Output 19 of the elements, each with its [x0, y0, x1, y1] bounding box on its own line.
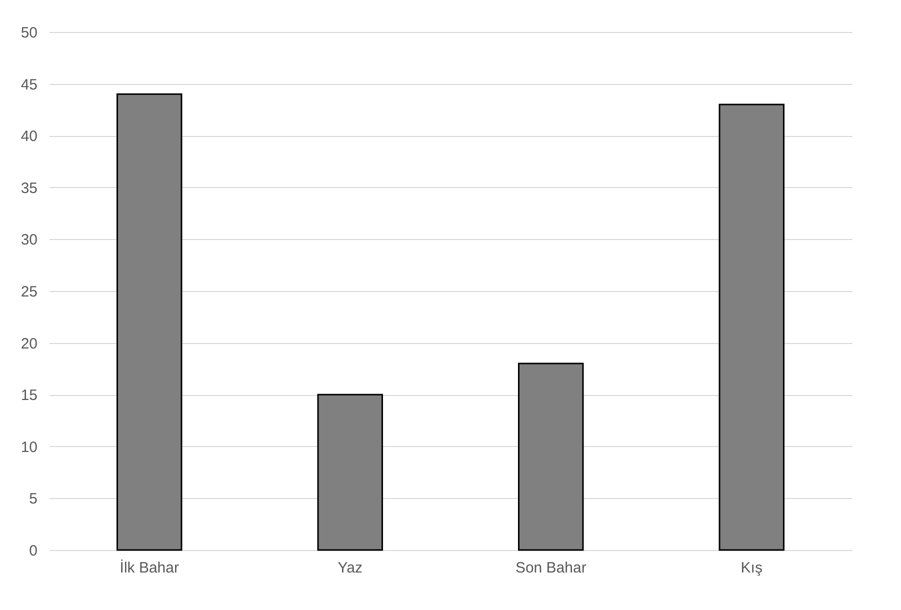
x-tick-label: Kış — [740, 560, 762, 576]
y-tick-label: 45 — [20, 76, 38, 94]
y-tick-label: 40 — [20, 128, 38, 146]
bar — [317, 394, 383, 551]
y-tick-label: 0 — [29, 542, 38, 560]
y-tick-label: 35 — [20, 180, 38, 197]
y-tick-label: 50 — [20, 24, 38, 42]
bar — [518, 362, 584, 551]
y-tick-label: 20 — [20, 335, 38, 352]
y-tick-label: 5 — [29, 490, 38, 508]
y-tick-label: 30 — [20, 232, 38, 249]
y-tick-label: 15 — [20, 387, 38, 404]
y-tick-label: 25 — [20, 284, 38, 300]
x-tick-label: Yaz — [338, 560, 362, 576]
x-tick-label: İlk Bahar — [120, 558, 179, 576]
bar — [116, 93, 182, 551]
y-tick-label: 10 — [20, 438, 38, 456]
x-tick-label: Son Bahar — [515, 560, 586, 576]
bar — [718, 104, 784, 551]
